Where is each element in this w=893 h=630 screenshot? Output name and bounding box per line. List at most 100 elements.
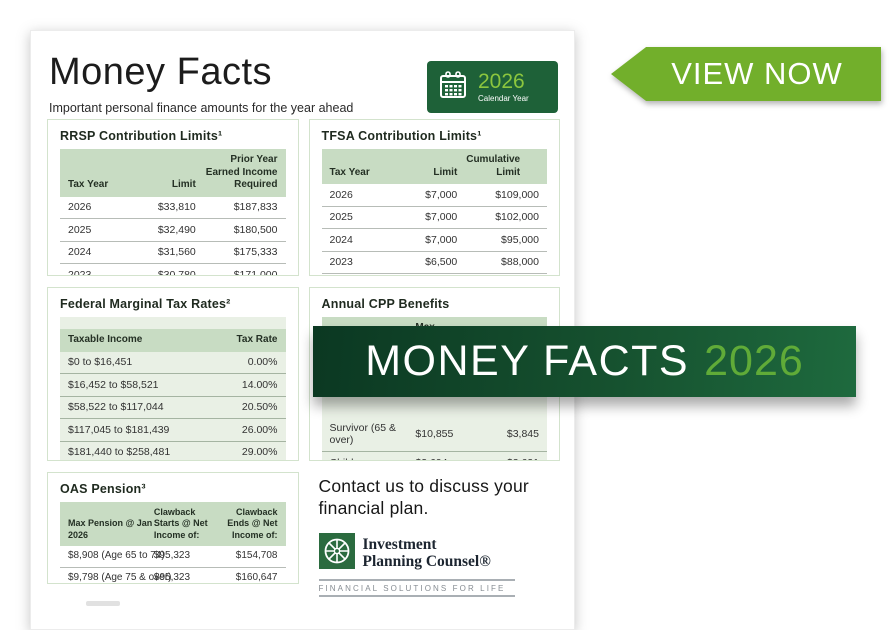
calendar-icon [437,69,469,106]
rrsp-card: RRSP Contribution Limits¹ Tax Year Limit… [47,119,299,276]
federal-header-row: Taxable Income Tax Rate [60,329,286,352]
table-row: $0 to $16,451 0.00% [60,352,286,375]
badge-year: 2026 [478,70,525,93]
cell: $31,560 [157,246,196,259]
federal-tax-card-title: Federal Marginal Tax Rates² [60,297,231,311]
cell: $7,000 [425,233,458,246]
cell: $10,855 [415,427,454,440]
cell: 29.00% [241,446,278,459]
cell: $58,522 to $117,044 [68,401,164,414]
cell: $154,708 [235,550,278,562]
cell: $102,000 [495,211,539,224]
header-cell: Tax Rate [236,334,278,345]
header-cell: Cumulative Limit [466,154,521,178]
cell: $171,000 [233,268,278,276]
cell: 2026 [68,201,92,213]
rrsp-header-row: Tax Year Limit Prior Year Earned Income … [60,149,286,197]
federal-tax-card: Federal Marginal Tax Rates² Taxable Inco… [47,287,299,461]
logo-name-line1: Investment [362,536,437,554]
cell: $33,810 [157,201,196,213]
oas-card-title: OAS Pension³ [60,482,146,496]
cell: $7,000 [425,188,458,201]
table-row: $8,908 (Age 65 to 74) $95,323 $154,708 [60,546,286,568]
cell: $8,908 (Age 65 to 74) [68,550,165,562]
cell: $3,621 [474,457,539,460]
header-cell: Tax Year [329,166,370,178]
cell: 2023 [68,268,92,276]
cell: $180,500 [233,223,278,236]
table-row: 2025 $32,490 $180,500 [60,219,286,242]
cell: Survivor (65 & over) [329,421,397,447]
table-row: 2026 $33,810 $187,833 [60,197,286,220]
table-row: $181,440 to $258,481 29.00% [60,442,286,460]
logo-name-line2: Planning Counsel® [362,552,491,570]
table-row: 2026 $7,000 $109,000 [321,184,547,207]
table-row: 2024 $7,000 $95,000 [321,229,547,252]
page-subtitle: Important personal finance amounts for t… [49,101,354,115]
table-row: $16,452 to $58,521 14.00% [60,374,286,397]
cell: $88,000 [501,256,539,269]
header-cell: Clawback Ends @ Net Income of: [227,507,278,540]
header-cell: Taxable Income [68,334,143,345]
money-facts-banner: MONEY FACTS 2026 [313,326,856,397]
header-cell: Prior Year Earned Income Required [205,154,278,190]
cell: 2025 [329,211,353,224]
cell: 2024 [329,233,353,246]
table-row: 2025 $7,000 $102,000 [321,207,547,230]
tfsa-card: TFSA Contribution Limits¹ Tax Year Limit… [308,119,560,276]
sheet-header: Money Facts Important personal finance a… [49,51,353,115]
oas-header-row: Max Pension @ Jan 2026 Clawback Starts @… [60,502,286,546]
cell: 2024 [68,246,92,259]
header-cell: Limit [433,166,458,178]
tfsa-header-row: Tax Year Limit Cumulative Limit [321,149,547,184]
contact-block: Contact us to discuss your financial pla… [309,472,561,598]
cell: $160,647 [235,572,278,584]
banner-title: MONEY FACTS [365,337,690,385]
table-row: 2022 $6,000 $81,500 [322,274,548,275]
cell: $95,000 [501,233,539,246]
cell: $175,333 [233,246,278,259]
cell: 26.00% [241,423,278,436]
table-row: Survivor (65 & over) $10,855 $3,845 [321,417,547,453]
cell: $109,000 [495,188,539,201]
header-cell: Max Pension @ Jan 2026 [68,518,153,540]
table-row: 2023 $6,500 $88,000 [321,252,547,275]
cell: $6,500 [425,256,458,269]
tfsa-card-title: TFSA Contribution Limits¹ [321,129,482,143]
ipc-logo: Investment Planning Counsel® FINANCIAL S… [318,533,515,598]
view-now-ribbon-shape: VIEW NOW [611,47,881,101]
cell: $30,780 [157,268,196,276]
oas-card: OAS Pension³ Max Pension @ Jan 2026 Claw… [47,472,299,584]
table-top-strip [60,317,286,329]
cell: $187,833 [233,201,278,213]
cell: $9,798 (Age 75 & over) [68,572,172,584]
cell: $16,452 to $58,521 [68,378,159,391]
cpp-card-title: Annual CPP Benefits [321,297,450,311]
badge-label: Calendar Year [478,94,529,103]
table-row: 2023 $30,780 $171,000 [60,264,286,276]
table-row: $58,522 to $117,044 20.50% [60,397,286,420]
federal-tax-table: Taxable Income Tax Rate $0 to $16,451 0.… [60,317,286,460]
contact-heading: Contact us to discuss your financial pla… [318,476,529,518]
cell: 20.50% [241,401,278,414]
banner-year: 2026 [704,337,804,385]
ipc-logo-mark-icon [318,533,355,574]
cell: $181,440 to $258,481 [68,446,171,459]
rrsp-card-title: RRSP Contribution Limits¹ [60,129,223,143]
header-cell: Limit [171,179,196,190]
table-row: $9,798 (Age 75 & over) $95,323 $160,647 [60,568,286,584]
cell: $0 to $16,451 [68,356,133,368]
view-now-button[interactable]: VIEW NOW [611,47,881,101]
logo-tagline: FINANCIAL SOLUTIONS FOR LIFE [318,579,515,598]
cell: $32,490 [157,223,196,236]
cell: Child [330,457,416,460]
cropped-footnote-text [86,601,120,606]
badge-text: 2026 Calendar Year [478,71,529,103]
cell: $3,845 [506,427,539,440]
cell: $95,323 [153,572,191,584]
header-cell: Tax Year [68,179,109,190]
header-cell: Clawback Starts @ Net Income of: [153,507,208,540]
cell: 14.00% [241,378,278,391]
cell: $117,045 to $181,439 [68,423,170,436]
page-title: Money Facts [49,51,273,93]
